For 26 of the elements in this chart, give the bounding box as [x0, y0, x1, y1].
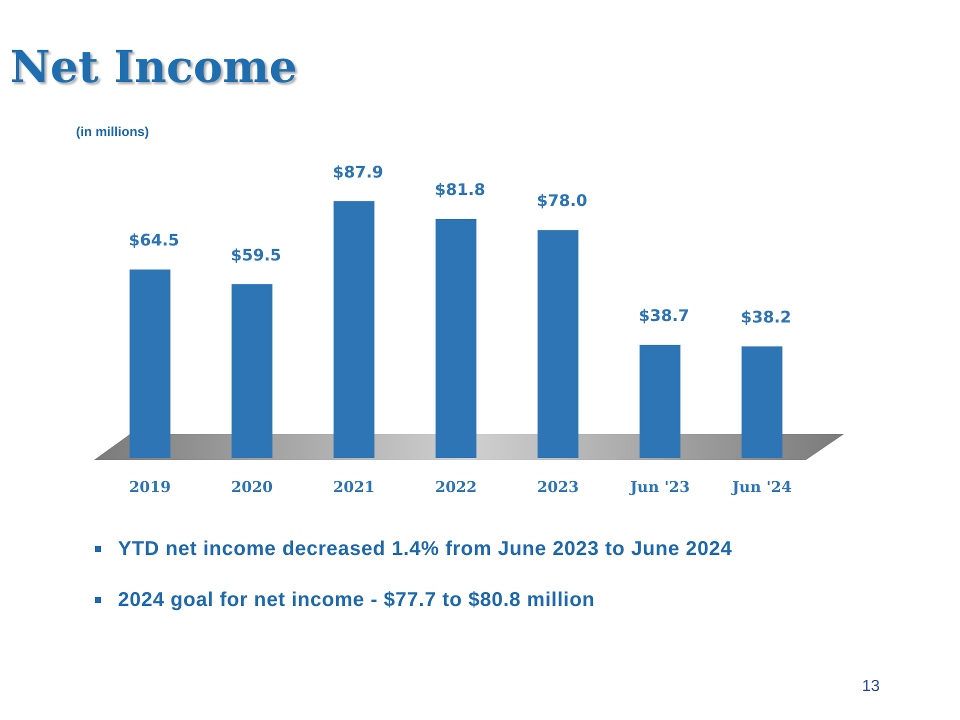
chart-title: Net Income — [10, 42, 298, 93]
x-tick-label: 2019 — [129, 478, 171, 496]
bar — [436, 218, 476, 458]
bar — [130, 270, 170, 458]
text: 2024 goal for net income - $77.7 to $80.8 million — [118, 588, 595, 612]
bar — [640, 344, 680, 458]
data-label: $59.5 — [230, 245, 282, 264]
x-tick-label: Jun '23 — [628, 478, 690, 496]
x-tick-label: 2020 — [231, 478, 273, 496]
text: YTD net income decreased 1.4% from June 2023 to June 2024 — [118, 538, 732, 560]
data-label: $38.7 — [638, 306, 690, 326]
bar — [334, 201, 374, 458]
x-tick-label: 2021 — [333, 478, 375, 496]
data-label: $78.0 — [536, 191, 588, 210]
bar — [538, 230, 578, 458]
x-tick-label: 2022 — [435, 478, 477, 496]
text: 13 — [862, 678, 880, 696]
data-label: $81.8 — [434, 180, 486, 200]
bar — [232, 284, 272, 458]
x-tick-label: 2023 — [537, 478, 579, 496]
data-label: $64.5 — [128, 230, 180, 250]
bar — [742, 346, 782, 458]
data-label: $38.2 — [740, 308, 792, 327]
data-label: $87.9 — [332, 162, 384, 182]
chart-subtitle: (in millions) — [76, 124, 149, 139]
x-tick-label: Jun '24 — [730, 478, 792, 496]
